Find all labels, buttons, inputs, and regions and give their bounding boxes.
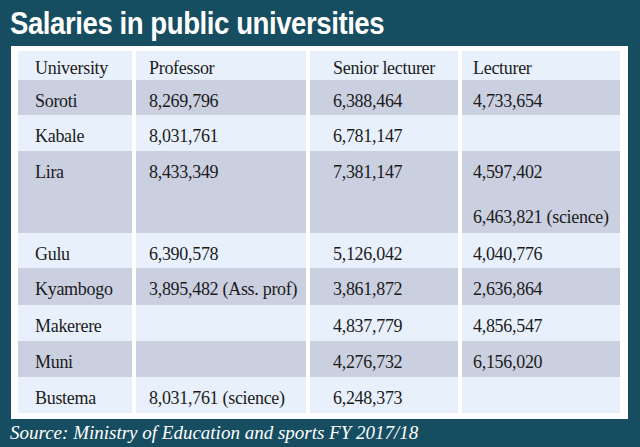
cell-university: Soroti	[18, 80, 132, 115]
table-row: Bustema 8,031,761 (science) 6,248,373	[18, 377, 620, 413]
cell-professor: 8,433,349	[132, 151, 306, 233]
cell-professor: 6,390,578	[132, 233, 306, 268]
salaries-table: University Professor Senior lecturer Lec…	[18, 51, 620, 413]
cell-senior-lecturer: 4,837,779	[306, 305, 458, 341]
table-row: Kyambogo 3,895,482 (Ass. prof) 3,861,872…	[18, 268, 620, 305]
cell-university: Kyambogo	[18, 268, 132, 305]
cell-lecturer	[458, 377, 620, 413]
table-row: Lira 8,433,349 7,381,147 4,597,402 6,463…	[18, 151, 620, 233]
cell-professor: 8,269,796	[132, 80, 306, 115]
table-row: Makerere 4,837,779 4,856,547	[18, 305, 620, 341]
table-row: Muni 4,276,732 6,156,020	[18, 341, 620, 377]
cell-lecturer: 4,040,776	[458, 233, 620, 268]
cell-professor: 3,895,482 (Ass. prof)	[132, 268, 306, 305]
table-row: Kabale 8,031,761 6,781,147	[18, 115, 620, 151]
col-header-senior-lecturer: Senior lecturer	[306, 51, 458, 80]
cell-lecturer: 4,856,547	[458, 305, 620, 341]
source-line: Source: Ministry of Education and sports…	[10, 422, 418, 444]
cell-senior-lecturer: 7,381,147	[306, 151, 458, 233]
cell-professor: 8,031,761	[132, 115, 306, 151]
cell-lecturer: 2,636,864	[458, 268, 620, 305]
cell-professor	[132, 341, 306, 377]
cell-lecturer: 4,597,402 6,463,821 (science)	[458, 151, 620, 233]
cell-senior-lecturer: 3,861,872	[306, 268, 458, 305]
col-header-professor: Professor	[132, 51, 306, 80]
cell-university: Muni	[18, 341, 132, 377]
table-row: Gulu 6,390,578 5,126,042 4,040,776	[18, 233, 620, 268]
table-panel: University Professor Senior lecturer Lec…	[11, 46, 628, 419]
cell-lecturer-line1: 4,597,402	[473, 162, 620, 183]
cell-lecturer	[458, 115, 620, 151]
col-header-university: University	[18, 51, 132, 80]
cell-university: Lira	[18, 151, 132, 233]
cell-university: Makerere	[18, 305, 132, 341]
cell-lecturer: 6,156,020	[458, 341, 620, 377]
cell-senior-lecturer: 6,388,464	[306, 80, 458, 115]
table-header-row: University Professor Senior lecturer Lec…	[18, 51, 620, 80]
page-title: Salaries in public universities	[10, 6, 384, 42]
page: { "title": "Salaries in public universit…	[0, 0, 640, 447]
cell-lecturer-line2: 6,463,821 (science)	[473, 207, 620, 228]
cell-lecturer: 4,733,654	[458, 80, 620, 115]
cell-university: Bustema	[18, 377, 132, 413]
cell-university: Gulu	[18, 233, 132, 268]
cell-professor	[132, 305, 306, 341]
cell-senior-lecturer: 4,276,732	[306, 341, 458, 377]
cell-university: Kabale	[18, 115, 132, 151]
col-header-lecturer: Lecturer	[458, 51, 620, 80]
cell-senior-lecturer: 5,126,042	[306, 233, 458, 268]
cell-senior-lecturer: 6,248,373	[306, 377, 458, 413]
table-row: Soroti 8,269,796 6,388,464 4,733,654	[18, 80, 620, 115]
cell-professor: 8,031,761 (science)	[132, 377, 306, 413]
cell-senior-lecturer: 6,781,147	[306, 115, 458, 151]
